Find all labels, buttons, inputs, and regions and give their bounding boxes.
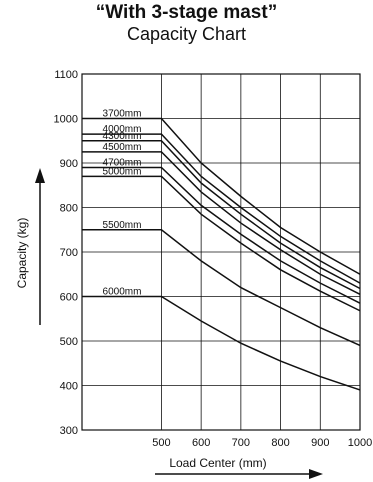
series-line [82, 140, 361, 290]
series-line [82, 151, 361, 295]
series-line [82, 229, 361, 347]
x-tick-label: 500 [152, 437, 170, 449]
x-tick-label: 1000 [348, 437, 372, 449]
series-label: 3700mm [103, 109, 142, 120]
x-axis-arrow [155, 469, 323, 479]
chart-subtitle: Capacity Chart [126, 24, 247, 44]
y-tick-label: 800 [60, 203, 78, 215]
y-tick-label: 700 [60, 247, 78, 259]
series-label: 5500mm [103, 220, 142, 231]
y-tick-label: 1000 [54, 114, 78, 126]
y-axis-label: Capacity (kg) [15, 218, 29, 289]
series-label: 4500mm [103, 142, 142, 153]
y-tick-label: 400 [60, 381, 78, 393]
tick-labels: 300 400 500 600 700 800 900 1000 1100 500 600 700 80… [54, 69, 373, 449]
y-tick-label: 600 [60, 292, 78, 304]
series-label: 6000mm [103, 287, 142, 298]
y-tick-label: 500 [60, 336, 78, 348]
y-tick-label: 900 [60, 158, 78, 170]
series-line [82, 175, 361, 312]
series-label: 5000mm [103, 166, 142, 177]
x-axis-label: Load Center (mm) [169, 456, 266, 470]
y-axis-arrow [35, 168, 45, 325]
x-tick-label: 600 [192, 437, 210, 449]
x-tick-label: 900 [311, 437, 329, 449]
series-line [82, 133, 361, 284]
y-tick-label: 300 [60, 425, 78, 437]
x-tick-label: 700 [232, 437, 250, 449]
series-line [82, 117, 361, 275]
series-curves [82, 117, 361, 391]
x-tick-label: 800 [271, 437, 289, 449]
series-label: 4700mm [103, 157, 142, 168]
series-label: 4300mm [103, 131, 142, 142]
series-line [82, 166, 361, 304]
y-tick-label: 1100 [54, 69, 78, 81]
series-line [82, 295, 361, 391]
chart-title: “With 3-stage mast” [95, 2, 278, 23]
series-label: 4000mm [103, 124, 142, 135]
